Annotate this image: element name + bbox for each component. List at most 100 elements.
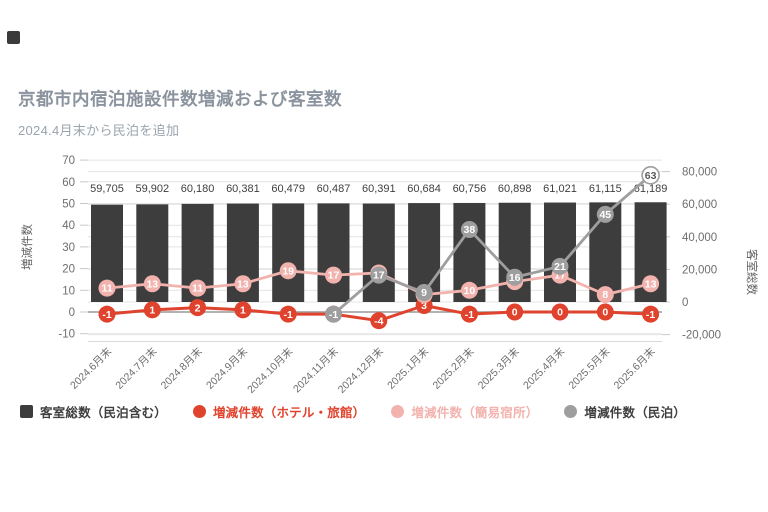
bar-value-label: 61,021 xyxy=(543,183,577,195)
left-axis-tick-label: -10 xyxy=(58,329,75,341)
data-point-value-label: 17 xyxy=(328,270,340,282)
data-point-marker[interactable] xyxy=(189,279,207,297)
bar-value-label: 61,189 xyxy=(634,183,668,195)
data-point-marker[interactable] xyxy=(506,303,524,321)
data-point-marker[interactable] xyxy=(641,165,660,185)
data-point-value-label: 1 xyxy=(240,304,246,316)
data-point-marker[interactable] xyxy=(596,303,614,321)
data-point-value-label: -1 xyxy=(329,309,338,321)
legend-label: 増減件数（ホテル・旅館） xyxy=(212,406,366,420)
bar-value-label: 60,479 xyxy=(271,183,305,195)
x-axis-category-label: 2025.3月末 xyxy=(475,345,522,392)
legend-item-4[interactable]: 増減件数（民泊） xyxy=(564,402,686,421)
bar-total-rooms[interactable] xyxy=(362,203,395,302)
data-point-marker[interactable] xyxy=(234,275,252,293)
left-axis-tick-label: 20 xyxy=(62,264,75,276)
data-point-marker[interactable] xyxy=(551,257,569,275)
legend-circle-icon xyxy=(391,405,405,418)
data-point-value-label: -4 xyxy=(374,315,383,327)
bar-value-label: 59,705 xyxy=(90,183,124,195)
x-axis-category-label: 2025.1月末 xyxy=(384,345,431,392)
data-point-value-label: 3 xyxy=(421,300,427,312)
bar-total-rooms[interactable] xyxy=(272,203,305,302)
right-axis-tick-label: 40,000 xyxy=(682,232,717,244)
data-point-value-label: 13 xyxy=(645,278,657,290)
data-point-marker[interactable] xyxy=(460,281,478,299)
data-point-marker[interactable] xyxy=(189,299,207,317)
data-point-marker[interactable] xyxy=(415,283,433,301)
data-point-value-label: 8 xyxy=(602,289,608,301)
data-point-marker[interactable] xyxy=(506,268,524,286)
bar-value-label: 60,898 xyxy=(498,183,532,195)
x-axis-category-label: 2024.9月末 xyxy=(203,345,250,392)
data-point-value-label: 19 xyxy=(282,265,294,277)
right-axis-tick-label: 60,000 xyxy=(682,199,717,211)
data-point-marker[interactable] xyxy=(143,301,161,319)
x-axis-category-label: 2024.11月末 xyxy=(290,345,341,396)
bar-value-label: 60,487 xyxy=(317,183,351,195)
data-point-marker[interactable] xyxy=(98,279,116,297)
legend-label: 客室総数（民泊含む） xyxy=(39,406,167,420)
data-point-marker[interactable] xyxy=(596,286,614,304)
bar-value-label: 59,902 xyxy=(135,183,169,195)
data-point-marker[interactable] xyxy=(642,305,660,323)
data-point-marker[interactable] xyxy=(370,312,388,330)
data-point-value-label: 0 xyxy=(602,307,608,319)
data-point-value-label: 10 xyxy=(464,285,476,297)
chart-subtitle: 2024.4月末から民泊を追加 xyxy=(18,123,180,138)
legend-item-2[interactable]: 増減件数（ホテル・旅館） xyxy=(192,402,366,421)
x-axis-category-label: 2024.10月末 xyxy=(244,345,295,396)
legend-item-3[interactable]: 増減件数（簡易宿所） xyxy=(391,402,538,421)
bar-value-label: 60,180 xyxy=(181,183,215,195)
data-point-value-label: 63 xyxy=(645,170,657,182)
data-point-value-label: -1 xyxy=(102,309,111,321)
data-point-marker[interactable] xyxy=(642,275,660,293)
data-point-value-label: 16 xyxy=(509,272,521,284)
data-point-value-label: 21 xyxy=(554,261,566,273)
x-axis-category-label: 2025.2月末 xyxy=(430,345,477,392)
chart-legend: 客室総数（民泊含む） 増減件数（ホテル・旅館） 増減件数（簡易宿所） 増減件数（民泊） xyxy=(0,402,706,421)
data-point-value-label: -1 xyxy=(284,309,293,321)
legend-item-1[interactable]: 客室総数（民泊含む） xyxy=(19,402,167,421)
bar-value-label: 60,391 xyxy=(362,183,396,195)
data-point-value-label: 11 xyxy=(101,283,112,295)
x-axis-category-label: 2025.4月末 xyxy=(520,345,567,392)
data-point-marker[interactable] xyxy=(460,305,478,323)
data-point-value-label: -1 xyxy=(646,309,655,321)
legend-square-icon xyxy=(19,405,33,418)
data-point-value-label: 13 xyxy=(237,278,249,290)
left-axis-tick-label: 70 xyxy=(62,155,75,167)
data-point-marker[interactable] xyxy=(143,275,161,293)
data-point-value-label: 17 xyxy=(373,270,385,282)
bar-value-label: 60,684 xyxy=(407,183,441,195)
data-point-marker[interactable] xyxy=(98,305,116,323)
legend-circle-icon xyxy=(564,405,578,418)
data-point-marker[interactable] xyxy=(279,305,297,323)
x-axis-category-label: 2025.5月末 xyxy=(566,345,613,392)
data-point-value-label: 2 xyxy=(195,302,201,314)
data-point-value-label: 11 xyxy=(192,283,203,295)
bar-value-label: 60,756 xyxy=(453,183,487,195)
data-point-marker[interactable] xyxy=(370,266,388,284)
data-point-marker[interactable] xyxy=(460,221,478,239)
data-point-marker[interactable] xyxy=(596,205,614,223)
data-point-marker[interactable] xyxy=(325,305,342,323)
bar-total-rooms[interactable] xyxy=(317,203,350,302)
x-axis-category-label: 2024.8月末 xyxy=(158,345,205,392)
data-point-marker[interactable] xyxy=(234,301,252,319)
right-axis-tick-label: 80,000 xyxy=(682,167,717,179)
data-point-value-label: 9 xyxy=(421,287,427,299)
right-axis-tick-label: -20,000 xyxy=(682,330,721,342)
left-axis-tick-label: 60 xyxy=(62,177,75,189)
data-point-marker[interactable] xyxy=(551,303,569,321)
data-point-value-label: 17 xyxy=(554,270,566,282)
data-point-marker[interactable] xyxy=(279,262,297,280)
data-point-value-label: 0 xyxy=(557,307,563,319)
left-axis-tick-label: 10 xyxy=(62,285,75,297)
data-point-value-label: 0 xyxy=(512,307,518,319)
bar-value-label: 60,381 xyxy=(226,183,260,195)
bar-value-label: 61,115 xyxy=(589,183,622,195)
data-point-marker[interactable] xyxy=(325,266,342,284)
data-point-value-label: -1 xyxy=(465,309,474,321)
